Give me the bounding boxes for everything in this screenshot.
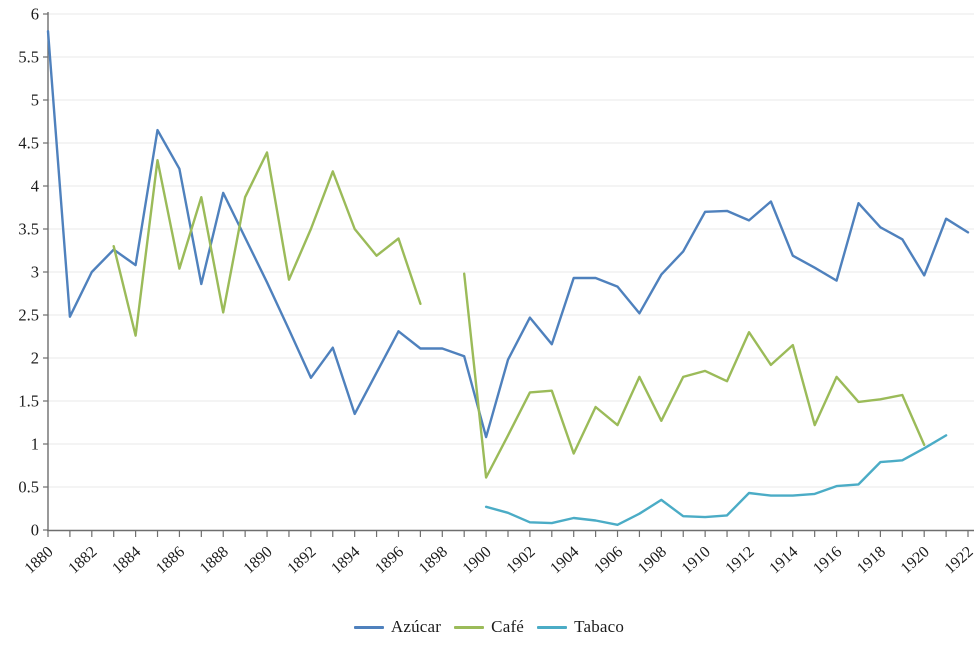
legend-label-cafe: Café	[491, 617, 525, 636]
y-tick-label: 2.5	[18, 306, 39, 325]
x-tick-label: 1912	[722, 543, 757, 577]
series-line-tabaco	[484, 434, 948, 526]
legend-item-cafe: Café	[454, 617, 524, 637]
x-tick-label: 1914	[766, 543, 801, 577]
x-tick-label: 1896	[372, 543, 407, 577]
x-tick-label: 1882	[65, 543, 100, 577]
legend-swatch-azucar	[353, 625, 384, 629]
y-tick-label: 1	[31, 435, 39, 454]
x-tick-label: 1888	[197, 543, 232, 577]
legend-label-azucar: Azúcar	[390, 617, 442, 636]
y-tick-label: 0.5	[18, 478, 39, 497]
legend-swatch-tabaco	[537, 625, 568, 629]
x-tick-label: 1910	[679, 543, 714, 577]
series-line-cafe	[463, 272, 926, 479]
y-tick-label: 3.5	[18, 220, 39, 239]
x-tick-label: 1922	[942, 543, 977, 577]
y-tick-label: 5	[31, 91, 39, 110]
x-tick-label: 1884	[109, 543, 144, 577]
legend-item-azucar: Azúcar	[353, 617, 442, 637]
x-tick-label: 1894	[328, 543, 363, 577]
x-tick-label: 1918	[854, 543, 889, 577]
x-tick-label: 1890	[241, 543, 276, 577]
x-tick-label: 1902	[503, 543, 538, 577]
y-tick-label: 5.5	[18, 48, 39, 67]
legend-item-tabaco: Tabaco	[537, 617, 624, 637]
y-tick-label: 3	[31, 263, 39, 282]
y-tick-label: 4	[31, 177, 39, 196]
y-tick-label: 0	[31, 521, 39, 540]
x-tick-label: 1886	[153, 543, 188, 577]
legend: Azúcar Café Tabaco	[0, 617, 978, 637]
x-tick-label: 1906	[591, 543, 626, 577]
x-tick-label: 1900	[460, 543, 495, 577]
x-tick-label: 1880	[22, 543, 57, 577]
y-tick-label: 2	[31, 349, 39, 368]
legend-label-tabaco: Tabaco	[574, 617, 625, 636]
series-line-azucar	[46, 30, 970, 439]
x-tick-label: 1916	[810, 543, 845, 577]
legend-swatch-cafe	[454, 625, 485, 629]
y-tick-label: 6	[31, 5, 39, 24]
y-tick-label: 1.5	[18, 392, 39, 411]
x-tick-label: 1898	[416, 543, 451, 577]
x-tick-label: 1908	[635, 543, 670, 577]
x-tick-label: 1904	[547, 543, 582, 577]
y-tick-label: 4.5	[18, 134, 39, 153]
plot-area: 0 0.5 1 1.5 2 2.5 3 3.5 4 4.5 5 5.5 6 1880 1882 1884 188…	[18, 5, 977, 578]
x-tick-label: 1920	[898, 543, 933, 577]
series-line-cafe	[112, 151, 422, 337]
x-tick-label: 1892	[284, 543, 319, 577]
